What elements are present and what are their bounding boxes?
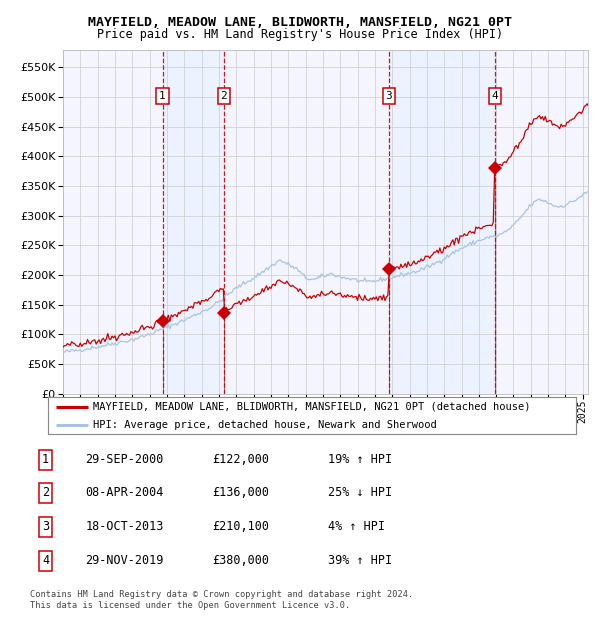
Text: MAYFIELD, MEADOW LANE, BLIDWORTH, MANSFIELD, NG21 0PT: MAYFIELD, MEADOW LANE, BLIDWORTH, MANSFI…: [88, 16, 512, 29]
Text: £210,100: £210,100: [212, 520, 269, 533]
Bar: [163, 50, 224, 394]
Text: 4% ↑ HPI: 4% ↑ HPI: [328, 520, 385, 533]
Text: £136,000: £136,000: [212, 487, 269, 500]
Text: 3: 3: [385, 91, 392, 101]
Text: 3: 3: [42, 520, 49, 533]
Text: 2: 2: [220, 91, 227, 101]
Text: 19% ↑ HPI: 19% ↑ HPI: [328, 453, 392, 466]
Text: £122,000: £122,000: [212, 453, 269, 466]
Text: £380,000: £380,000: [212, 554, 269, 567]
Bar: [389, 50, 494, 394]
Text: Price paid vs. HM Land Registry's House Price Index (HPI): Price paid vs. HM Land Registry's House …: [97, 28, 503, 41]
Text: 29-NOV-2019: 29-NOV-2019: [85, 554, 164, 567]
Text: 1: 1: [42, 453, 49, 466]
Text: HPI: Average price, detached house, Newark and Sherwood: HPI: Average price, detached house, Newa…: [93, 420, 437, 430]
Text: 39% ↑ HPI: 39% ↑ HPI: [328, 554, 392, 567]
Text: 4: 4: [491, 91, 498, 101]
Text: 2: 2: [42, 487, 49, 500]
Text: 08-APR-2004: 08-APR-2004: [85, 487, 164, 500]
Text: 1: 1: [159, 91, 166, 101]
Text: 4: 4: [42, 554, 49, 567]
Text: 18-OCT-2013: 18-OCT-2013: [85, 520, 164, 533]
Text: 25% ↓ HPI: 25% ↓ HPI: [328, 487, 392, 500]
Text: This data is licensed under the Open Government Licence v3.0.: This data is licensed under the Open Gov…: [30, 601, 350, 611]
Text: MAYFIELD, MEADOW LANE, BLIDWORTH, MANSFIELD, NG21 0PT (detached house): MAYFIELD, MEADOW LANE, BLIDWORTH, MANSFI…: [93, 402, 530, 412]
Text: 29-SEP-2000: 29-SEP-2000: [85, 453, 164, 466]
Text: Contains HM Land Registry data © Crown copyright and database right 2024.: Contains HM Land Registry data © Crown c…: [30, 590, 413, 600]
